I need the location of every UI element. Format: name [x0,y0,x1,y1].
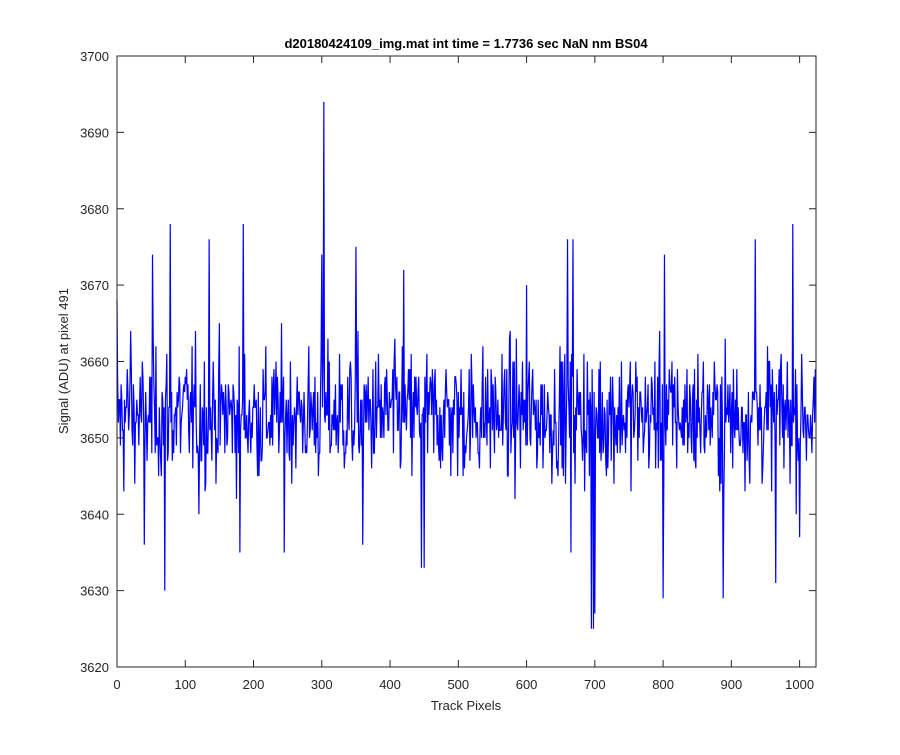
y-axis-label: Signal (ADU) at pixel 491 [56,288,71,434]
x-tick-label: 400 [379,677,401,692]
x-tick-label: 700 [584,677,606,692]
y-tick-label: 3620 [80,660,109,675]
x-tick-label: 0 [113,677,120,692]
y-tick-label: 3670 [80,278,109,293]
x-tick-label: 100 [174,677,196,692]
x-tick-label: 800 [652,677,674,692]
series-layer [116,101,816,629]
y-tick-label: 3660 [80,355,109,370]
x-axis: 0 100 200 300 400 500 600 700 800 900 1000 [113,56,814,692]
y-tick-label: 3690 [80,125,109,140]
x-tick-label: 500 [447,677,469,692]
y-tick-label: 3630 [80,584,109,599]
y-tick-label: 3700 [80,49,109,64]
plot-area [117,56,816,667]
x-axis-label: Track Pixels [431,698,502,713]
y-tick-label: 3680 [80,202,109,217]
y-tick-label: 3650 [80,431,109,446]
x-tick-label: 1000 [785,677,814,692]
x-tick-label: 600 [516,677,538,692]
y-tick-label: 3640 [80,507,109,522]
x-tick-label: 200 [243,677,265,692]
chart-title: d20180424109_img.mat int time = 1.7736 s… [284,36,648,51]
y-axis: 3620 3630 3640 3650 3660 3670 3680 3690 3700 [80,49,816,675]
x-tick-label: 900 [721,677,743,692]
x-tick-label: 300 [311,677,333,692]
signal-series-line [116,101,816,629]
